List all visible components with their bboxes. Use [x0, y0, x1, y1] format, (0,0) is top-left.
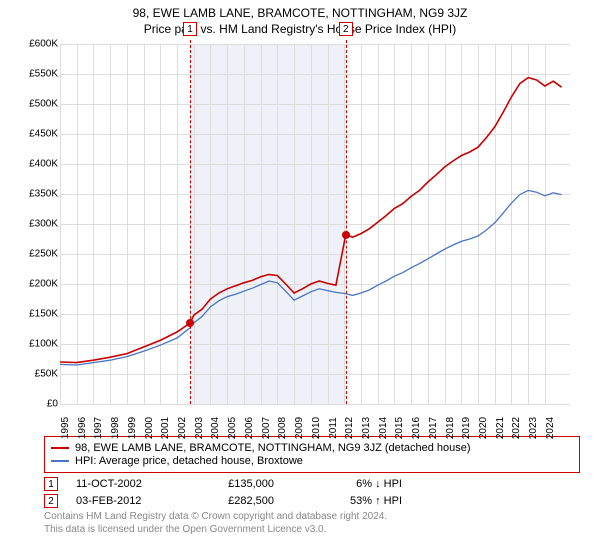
legend-label: HPI: Average price, detached house, Brox…	[75, 455, 303, 467]
transaction-marker-dot	[186, 319, 194, 327]
transaction-marker-box: 2	[339, 22, 353, 36]
x-tick-label: 1998	[110, 417, 121, 439]
x-tick-label: 2008	[277, 417, 288, 439]
transaction-price: £282,500	[194, 495, 274, 507]
transaction-vs-hpi: 53% ↑ HPI	[292, 495, 402, 507]
transaction-marker-box: 1	[183, 22, 197, 36]
transaction-row: 1 11-OCT-2002 £135,000 6% ↓ HPI	[44, 477, 580, 491]
transaction-number-box: 1	[44, 477, 58, 491]
transaction-marker-line	[346, 40, 347, 404]
series-price_paid	[60, 78, 562, 363]
x-tick-label: 2022	[511, 417, 522, 439]
x-tick-label: 2020	[478, 417, 489, 439]
x-tick-label: 2004	[210, 417, 221, 439]
y-tick-label: £250K	[29, 249, 58, 260]
transactions-table: 1 11-OCT-2002 £135,000 6% ↓ HPI 2 03-FEB-2012…	[44, 477, 580, 508]
y-tick-label: £350K	[29, 189, 58, 200]
page: 98, EWE LAMB LANE, BRAMCOTE, NOTTINGHAM,…	[0, 0, 600, 560]
y-tick-label: £50K	[35, 369, 58, 380]
legend-label: 98, EWE LAMB LANE, BRAMCOTE, NOTTINGHAM,…	[75, 442, 471, 454]
x-tick-label: 2021	[495, 417, 506, 439]
y-tick-label: £100K	[29, 339, 58, 350]
x-tick-label: 2017	[428, 417, 439, 439]
x-tick-label: 2019	[461, 417, 472, 439]
transaction-marker-line	[190, 40, 191, 404]
attribution-footer: Contains HM Land Registry data © Crown c…	[44, 511, 580, 536]
plot-region: 12	[60, 44, 570, 404]
legend-swatch	[51, 460, 69, 462]
x-tick-label: 2001	[160, 417, 171, 439]
x-tick-label: 2000	[144, 417, 155, 439]
x-tick-label: 2016	[411, 417, 422, 439]
x-axis: 1995199619971998199920002001200220032004…	[60, 404, 570, 434]
x-tick-label: 2011	[328, 417, 339, 439]
x-tick-label: 2018	[445, 417, 456, 439]
transaction-number-box: 2	[44, 494, 58, 508]
transaction-vs-hpi: 6% ↓ HPI	[292, 478, 402, 490]
chart-area: £0 £50K £100K £150K £200K £250K £300K £350K £400…	[20, 44, 580, 434]
y-tick-label: £600K	[29, 39, 58, 50]
x-tick-label: 2003	[194, 417, 205, 439]
x-tick-label: 1999	[127, 417, 138, 439]
x-tick-label: 1997	[93, 417, 104, 439]
x-tick-label: 2012	[344, 417, 355, 439]
x-tick-label: 1995	[60, 417, 71, 439]
chart-title: 98, EWE LAMB LANE, BRAMCOTE, NOTTINGHAM,…	[10, 6, 590, 20]
legend-item: 98, EWE LAMB LANE, BRAMCOTE, NOTTINGHAM,…	[51, 442, 573, 454]
x-tick-label: 2005	[227, 417, 238, 439]
series-hpi	[60, 190, 562, 365]
chart-lines-svg	[60, 44, 570, 404]
x-tick-label: 2007	[261, 417, 272, 439]
transaction-price: £135,000	[194, 478, 274, 490]
x-tick-label: 2006	[244, 417, 255, 439]
x-tick-label: 1996	[77, 417, 88, 439]
y-axis: £0£50K£100K£150K£200K£250K£300K£350K£400…	[20, 44, 60, 404]
y-tick-label: £400K	[29, 159, 58, 170]
footer-line-1: Contains HM Land Registry data © Crown c…	[44, 511, 580, 524]
y-tick-label: £500K	[29, 99, 58, 110]
y-tick-label: £0	[47, 399, 58, 410]
y-tick-label: £450K	[29, 129, 58, 140]
x-tick-label: 2002	[177, 417, 188, 439]
x-tick-label: 2009	[294, 417, 305, 439]
chart-subtitle: Price paid vs. HM Land Registry's House …	[10, 22, 590, 36]
x-tick-label: 2023	[528, 417, 539, 439]
x-tick-label: 2010	[311, 417, 322, 439]
footer-line-2: This data is licensed under the Open Gov…	[44, 524, 580, 537]
transaction-date: 03-FEB-2012	[76, 495, 176, 507]
transaction-marker-dot	[342, 231, 350, 239]
x-tick-label: 2013	[361, 417, 372, 439]
legend-swatch	[51, 447, 69, 449]
y-tick-label: £150K	[29, 309, 58, 320]
transaction-row: 2 03-FEB-2012 £282,500 53% ↑ HPI	[44, 494, 580, 508]
legend-item: HPI: Average price, detached house, Brox…	[51, 455, 573, 467]
x-tick-label: 2015	[394, 417, 405, 439]
x-tick-label: 2014	[378, 417, 389, 439]
transaction-date: 11-OCT-2002	[76, 478, 176, 490]
legend-box: 98, EWE LAMB LANE, BRAMCOTE, NOTTINGHAM,…	[44, 436, 580, 473]
y-tick-label: £300K	[29, 219, 58, 230]
x-tick-label: 2024	[545, 417, 556, 439]
y-tick-label: £550K	[29, 69, 58, 80]
y-tick-label: £200K	[29, 279, 58, 290]
